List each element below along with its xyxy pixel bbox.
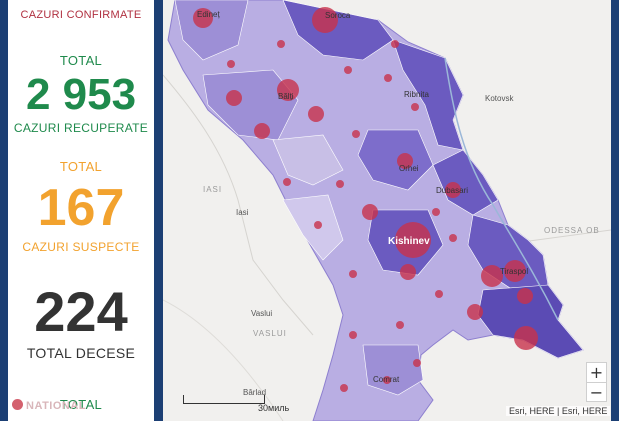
- place-label-tiraspol: Tiraspol: [500, 267, 528, 276]
- case-bubble[interactable]: [467, 304, 483, 320]
- logo-icon: [12, 399, 23, 410]
- case-bubble[interactable]: [277, 40, 285, 48]
- recovered-cases-label: CAZURI RECUPERATE: [13, 121, 149, 135]
- district-west-central[interactable]: [282, 194, 344, 261]
- case-bubble[interactable]: [395, 222, 431, 258]
- district-orhei[interactable]: [357, 129, 434, 191]
- case-bubble[interactable]: [514, 326, 538, 350]
- case-bubble[interactable]: [352, 130, 360, 138]
- case-bubble[interactable]: [308, 106, 324, 122]
- case-bubble[interactable]: [411, 103, 419, 111]
- case-bubble[interactable]: [283, 178, 291, 186]
- district-south-east[interactable]: [477, 284, 584, 359]
- case-bubble[interactable]: [340, 384, 348, 392]
- place-label-iasi-region: IASI: [203, 185, 222, 194]
- place-label-comrat: Comrat: [373, 375, 400, 384]
- case-bubble[interactable]: [193, 8, 213, 28]
- case-bubble[interactable]: [397, 153, 413, 169]
- case-bubble[interactable]: [432, 208, 440, 216]
- recovered-value: 2 953: [25, 70, 137, 119]
- logo-text: NATIONAL: [26, 400, 87, 412]
- stats-panel: CAZURI CONFIRMATE TOTAL 2 953 CAZURI REC…: [8, 0, 154, 421]
- place-label-ribnita: Ribnita: [404, 90, 429, 99]
- case-bubble[interactable]: [413, 359, 421, 367]
- case-bubble[interactable]: [349, 331, 357, 339]
- deaths-label: TOTAL DECESE: [26, 345, 136, 361]
- place-label-vaslui-region: VASLUI: [253, 329, 287, 338]
- place-label-kotovsk: Kotovsk: [485, 94, 514, 103]
- district-dubasari[interactable]: [432, 149, 499, 216]
- case-bubble[interactable]: [517, 288, 533, 304]
- case-bubble[interactable]: [277, 79, 299, 101]
- place-label-edinet: Edineț: [197, 10, 220, 19]
- case-bubble[interactable]: [481, 265, 503, 287]
- case-bubble[interactable]: [227, 60, 235, 68]
- case-bubbles: [193, 7, 538, 392]
- case-bubble[interactable]: [349, 270, 357, 278]
- scale-label: 30миль: [258, 403, 290, 413]
- case-bubble[interactable]: [449, 234, 457, 242]
- place-label-orhei: Orhei: [399, 164, 419, 173]
- district-comrat[interactable]: [362, 344, 424, 396]
- place-label-vaslui: Vaslui: [251, 309, 272, 318]
- case-bubble[interactable]: [384, 74, 392, 82]
- place-label-odessa: ODESSA OB: [544, 226, 600, 235]
- case-bubble[interactable]: [312, 7, 338, 33]
- case-bubble[interactable]: [344, 66, 352, 74]
- district-soroca[interactable]: [282, 0, 394, 61]
- case-bubble[interactable]: [336, 180, 344, 188]
- case-bubble[interactable]: [504, 260, 526, 282]
- place-label-iasi: Iasi: [236, 208, 249, 217]
- recovered-total-label: TOTAL: [59, 53, 103, 68]
- suspect-cases-label: CAZURI SUSPECTE: [22, 240, 140, 254]
- map-view[interactable]: Edineț Soroca Bălți Ribnita Kotovsk Orhe…: [163, 0, 611, 421]
- case-bubble[interactable]: [314, 221, 322, 229]
- deaths-value: 224: [34, 280, 128, 343]
- place-label-birlad: Bârlad: [243, 388, 266, 397]
- case-bubble[interactable]: [391, 40, 399, 48]
- border-line-south: [163, 299, 284, 421]
- confirmed-cases-label: CAZURI CONFIRMATE: [20, 9, 142, 21]
- suspect-value: 167: [37, 179, 125, 237]
- case-bubble[interactable]: [362, 204, 378, 220]
- place-label-balti: Bălți: [278, 92, 294, 101]
- case-bubble[interactable]: [396, 321, 404, 329]
- place-label-kishinev: Kishinev: [388, 236, 430, 247]
- border-line-west: [163, 74, 314, 336]
- case-bubble[interactable]: [435, 290, 443, 298]
- watermark-logo: NATIONAL: [12, 399, 86, 412]
- scale-bar: [183, 395, 265, 404]
- zoom-out-button[interactable]: −: [587, 382, 606, 402]
- zoom-control: + −: [586, 362, 607, 402]
- place-label-soroca: Soroca: [325, 11, 351, 20]
- map-attribution[interactable]: Esri, HERE | Esri, HERE: [506, 406, 611, 416]
- zoom-in-button[interactable]: +: [589, 363, 604, 382]
- case-bubble[interactable]: [400, 264, 416, 280]
- case-bubble[interactable]: [226, 90, 242, 106]
- case-bubble[interactable]: [445, 182, 461, 198]
- place-label-dubasari: Dubasari: [436, 186, 468, 195]
- next-total-label: TOTAL: [59, 397, 103, 412]
- map-canvas[interactable]: Edineț Soroca Bălți Ribnita Kotovsk Orhe…: [163, 0, 611, 421]
- district-edinet[interactable]: [174, 0, 249, 61]
- case-bubble[interactable]: [383, 376, 391, 384]
- dniester-river: [444, 57, 559, 321]
- district-north-central[interactable]: [272, 134, 344, 186]
- suspect-total-label: TOTAL: [59, 159, 103, 174]
- case-bubble[interactable]: [254, 123, 270, 139]
